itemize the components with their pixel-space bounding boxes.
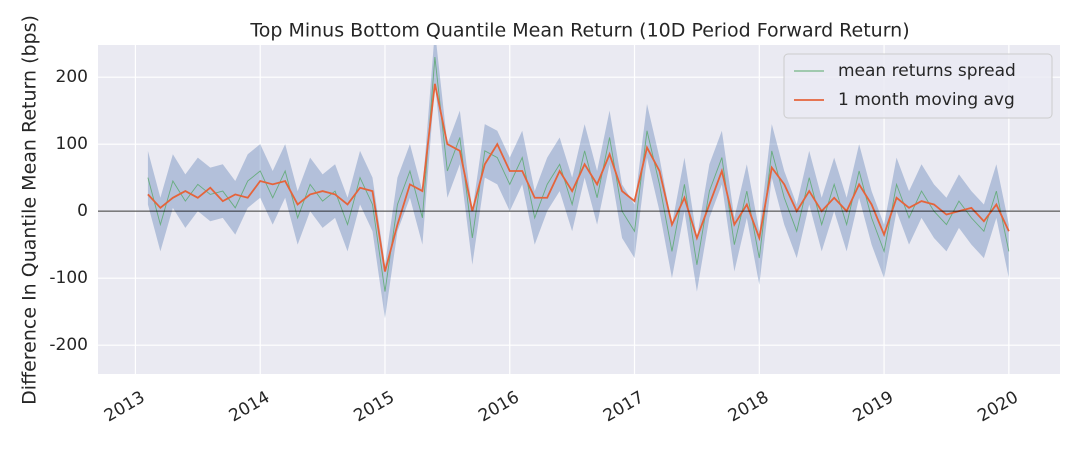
x-tick-label: 2020 (974, 387, 1021, 426)
x-tick-label: 2015 (351, 387, 398, 426)
series-line (147, 83, 1010, 272)
y-tick-label: -100 (49, 268, 88, 288)
legend-label: 1 month moving avg (838, 90, 1015, 110)
x-tick-label: 2014 (226, 387, 273, 426)
x-tick-label: 2013 (101, 387, 148, 426)
y-tick-label: 100 (56, 134, 88, 154)
legend-box (783, 53, 1053, 119)
chart-title: Top Minus Bottom Quantile Mean Return (1… (249, 20, 909, 42)
y-tick-label: 200 (56, 67, 88, 87)
y-tick-label: 0 (77, 201, 88, 221)
y-axis-label: Difference In Quantile Mean Return (bps) (19, 15, 41, 405)
x-tick-label: 2019 (850, 387, 897, 426)
x-tick-label: 2018 (725, 387, 772, 426)
x-tick-label: 2017 (600, 387, 647, 426)
y-tick-label: -200 (49, 335, 88, 355)
error-band (147, 45, 1009, 319)
legend-label: mean returns spread (838, 61, 1016, 81)
x-tick-label: 2016 (475, 387, 522, 426)
